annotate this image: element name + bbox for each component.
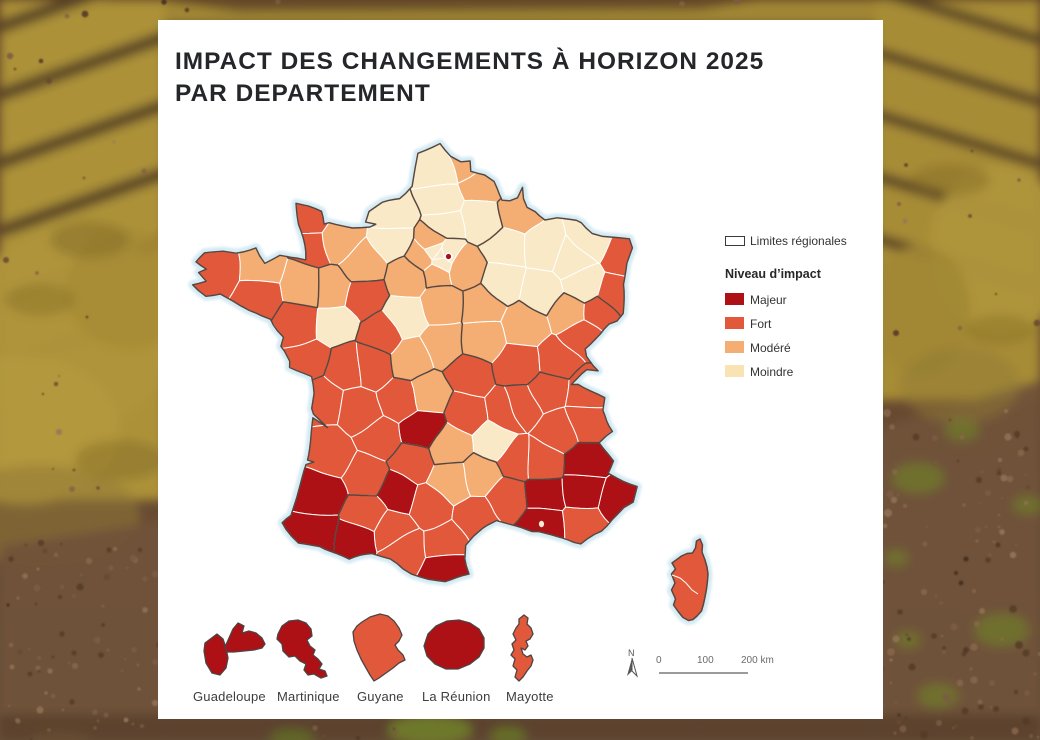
svg-text:200 km: 200 km (741, 655, 774, 666)
svg-text:0: 0 (656, 655, 662, 666)
svg-text:100: 100 (697, 655, 714, 666)
svg-text:N: N (628, 648, 635, 658)
